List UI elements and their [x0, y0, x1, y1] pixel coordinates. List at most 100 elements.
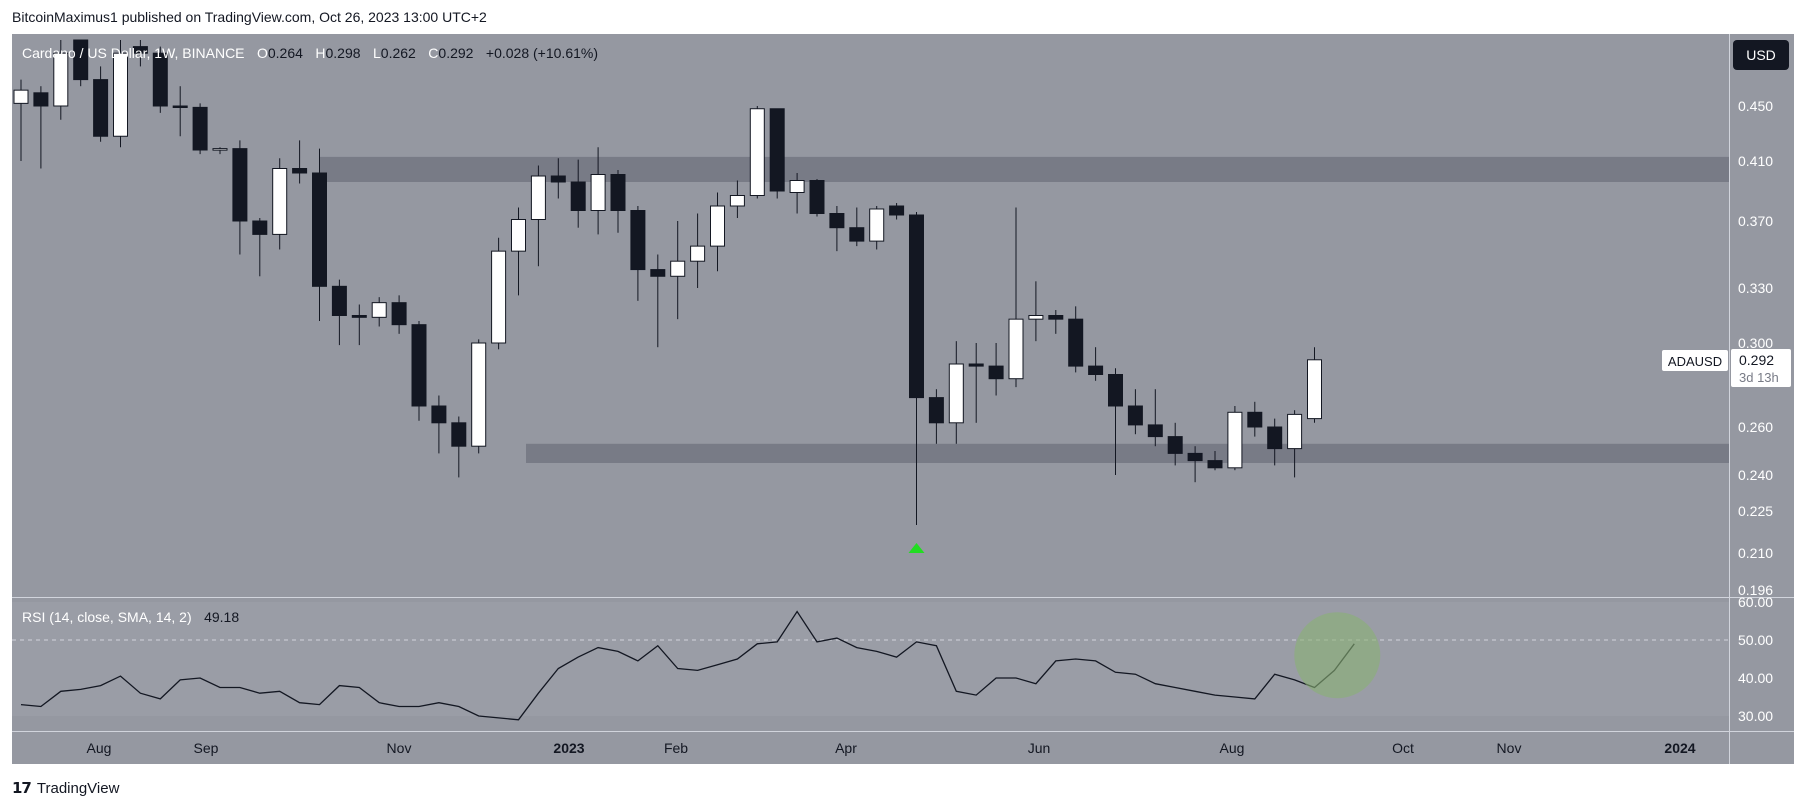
legend-low: 0.262: [381, 45, 416, 61]
candle-body-down: [351, 315, 367, 318]
candle-body-down: [1108, 374, 1123, 407]
price-axis-label: 0.196: [1738, 582, 1773, 598]
candle: [371, 297, 387, 327]
candle-body-down: [1127, 405, 1143, 426]
candle-body-down: [889, 205, 905, 216]
candle-body-down: [192, 106, 208, 151]
candle: [530, 165, 546, 267]
candle: [113, 40, 128, 148]
candle: [1247, 401, 1263, 437]
candle: [73, 39, 89, 87]
candle: [312, 148, 327, 321]
candle-body-down: [391, 302, 407, 326]
time-axis-label: Aug: [1220, 740, 1245, 756]
footer: 𝟭𝟳 TradingView: [12, 779, 120, 798]
candle: [431, 395, 447, 454]
candle-body-down: [610, 174, 626, 211]
candle-body-up: [1287, 413, 1303, 450]
candle: [968, 343, 984, 423]
candle-body-up: [1008, 318, 1024, 380]
candle-body-up: [789, 180, 805, 193]
price-axis-label: 0.300: [1738, 335, 1773, 351]
candle: [889, 203, 905, 220]
candle: [1068, 306, 1084, 373]
price-tag-value: 0.292: [1739, 352, 1774, 368]
candle: [928, 389, 944, 444]
candle-body-down: [550, 175, 566, 183]
price-axis-ticks: 0.450 0.410 0.370 0.330 0.300 0.260 0.240 0.225…: [1738, 98, 1773, 598]
candle-body-down: [232, 148, 248, 222]
candle: [1048, 310, 1064, 334]
candle-body-up: [13, 89, 29, 104]
candle-body-up: [530, 175, 546, 220]
candle: [1008, 207, 1024, 388]
price-axis-label: 0.330: [1738, 280, 1773, 296]
candle: [53, 40, 69, 120]
footer-brand[interactable]: TradingView: [36, 779, 120, 797]
price-tag-countdown: 3d 13h: [1739, 370, 1779, 385]
candle: [351, 304, 367, 346]
candle-body-down: [1207, 460, 1223, 469]
candle: [1147, 389, 1163, 447]
candle-body-down: [451, 422, 467, 447]
tradingview-logo-icon[interactable]: 𝟭𝟳: [12, 780, 32, 797]
candle-body-up: [1227, 411, 1243, 469]
rsi-axis-ticks: 60.00 50.00 40.00 30.00: [1738, 594, 1773, 724]
legend-close-label: C: [428, 45, 438, 61]
time-axis-label: Nov: [1497, 740, 1522, 756]
candle: [1287, 410, 1303, 478]
price-pane[interactable]: [12, 34, 1729, 597]
candle: [610, 170, 626, 233]
time-axis-label: Apr: [835, 740, 857, 756]
candle-body-down: [93, 79, 109, 137]
candle: [650, 254, 666, 348]
candle-body-down: [331, 285, 347, 317]
candle-body-down: [73, 39, 89, 81]
time-axis-label: Nov: [387, 740, 412, 756]
candle: [1167, 422, 1183, 466]
price-axis-label: 0.370: [1738, 213, 1773, 229]
candle: [570, 159, 586, 228]
legend-high-label: H: [315, 45, 325, 61]
candle-body-down: [312, 172, 327, 287]
candle: [93, 66, 109, 142]
candle-body-up: [690, 245, 706, 262]
candle-body-up: [1307, 359, 1322, 420]
candle-body-up: [729, 195, 745, 207]
time-axis[interactable]: [12, 731, 1794, 764]
candle-body-up: [491, 250, 507, 344]
candle: [13, 79, 29, 161]
candle-body-down: [988, 365, 1004, 380]
rsi-axis-label: 50.00: [1738, 632, 1773, 648]
candle-body-down: [132, 46, 148, 54]
currency-button[interactable]: USD: [1733, 40, 1789, 70]
candle: [829, 206, 845, 252]
candle: [331, 279, 347, 346]
candle-body-up: [1028, 315, 1044, 320]
rsi-pane[interactable]: [12, 598, 1729, 731]
candle-body-down: [909, 214, 924, 399]
price-tag: ADAUSD 0.292 3d 13h: [1662, 349, 1791, 387]
rsi-legend-label: RSI (14, close, SMA, 14, 2): [22, 609, 192, 625]
candle-body-down: [829, 213, 845, 229]
candle: [1267, 418, 1283, 466]
candle-body-down: [1068, 318, 1084, 367]
candle: [670, 221, 686, 320]
chart-legend: Cardano / US Dollar, 1W, BINANCE O0.264 …: [22, 45, 598, 62]
candle-body-up: [670, 260, 686, 277]
candle: [172, 86, 188, 137]
time-axis-ticks: Aug Sep Nov 2023 Feb Apr Jun Aug Oct Nov 2024: [87, 740, 1696, 756]
candle: [292, 140, 308, 184]
candle: [451, 416, 467, 478]
candle-body-up: [471, 342, 487, 447]
candle: [232, 140, 248, 255]
legend-change: +0.028 (+10.61%): [486, 45, 598, 61]
candle-body-down: [1247, 411, 1263, 428]
candle-body-down: [968, 363, 984, 367]
candle-body-down: [1187, 452, 1203, 462]
candle: [1088, 347, 1104, 381]
candle: [849, 207, 865, 247]
candle-body-up: [53, 52, 69, 107]
candle: [1187, 446, 1203, 483]
